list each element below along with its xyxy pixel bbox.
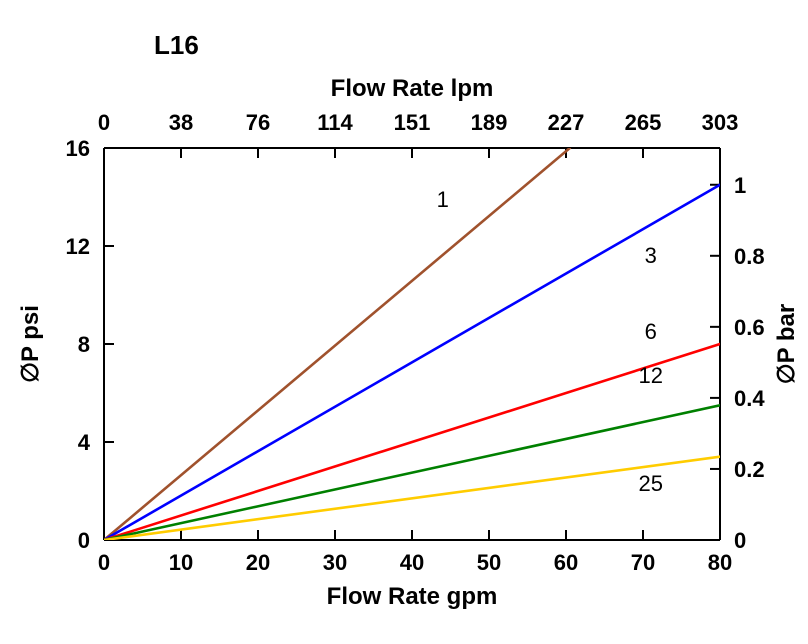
svg-text:0: 0 [734,528,746,553]
svg-text:0.2: 0.2 [734,457,765,482]
svg-text:50: 50 [477,550,501,575]
svg-text:227: 227 [548,110,585,135]
svg-text:40: 40 [400,550,424,575]
svg-text:∅P psi: ∅P psi [17,305,44,383]
svg-text:76: 76 [246,110,270,135]
svg-text:6: 6 [645,319,657,344]
svg-text:16: 16 [66,136,90,161]
svg-text:10: 10 [169,550,193,575]
svg-text:0.4: 0.4 [734,386,765,411]
svg-text:1: 1 [437,187,449,212]
svg-text:L16: L16 [154,30,199,60]
svg-text:151: 151 [394,110,431,135]
svg-text:8: 8 [78,332,90,357]
svg-text:∅P bar: ∅P bar [773,304,800,385]
svg-text:0: 0 [78,528,90,553]
svg-text:Flow Rate lpm: Flow Rate lpm [331,75,494,102]
svg-text:60: 60 [554,550,578,575]
svg-text:3: 3 [645,243,657,268]
svg-text:0: 0 [98,550,110,575]
pressure-flow-chart: 01020304050607080Flow Rate gpm0387611415… [0,0,808,644]
chart-container: 01020304050607080Flow Rate gpm0387611415… [0,0,808,644]
svg-text:38: 38 [169,110,193,135]
svg-text:4: 4 [78,430,91,455]
svg-text:303: 303 [702,110,739,135]
svg-text:0: 0 [98,110,110,135]
svg-text:Flow Rate gpm: Flow Rate gpm [327,583,498,610]
svg-text:12: 12 [66,234,90,259]
svg-text:0.6: 0.6 [734,315,765,340]
svg-text:189: 189 [471,110,508,135]
svg-text:114: 114 [317,110,353,135]
svg-text:12: 12 [638,363,662,388]
svg-text:20: 20 [246,550,270,575]
svg-text:265: 265 [625,110,662,135]
svg-text:30: 30 [323,550,347,575]
svg-text:80: 80 [708,550,732,575]
svg-text:0.8: 0.8 [734,244,765,269]
svg-text:1: 1 [734,173,746,198]
svg-text:25: 25 [638,471,662,496]
svg-text:70: 70 [631,550,655,575]
